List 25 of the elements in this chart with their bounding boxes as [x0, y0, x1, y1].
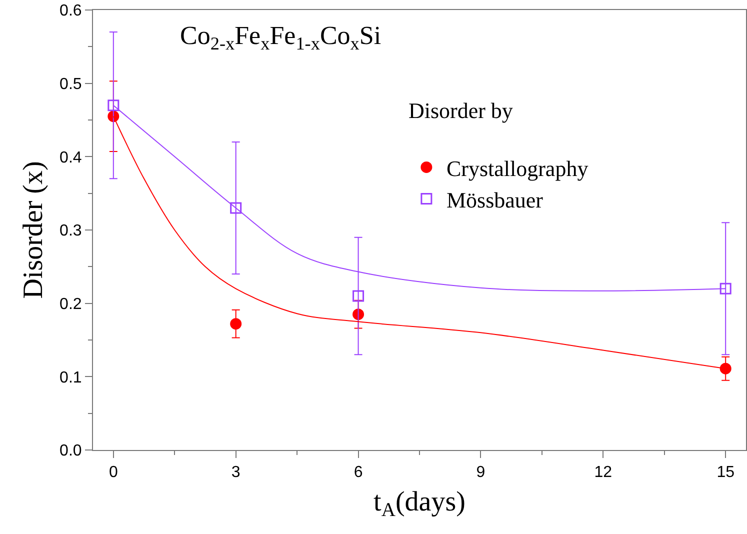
- text: Co$_{2-x}$Fe$_{x}$Fe$_{1-x}$Co$_{x}$Si: [180, 21, 382, 54]
- y-axis-title: Disorder (x): [18, 161, 50, 299]
- y-tick-label: 0.5: [60, 76, 82, 93]
- x-tick-label: 6: [354, 464, 363, 482]
- point: [720, 362, 732, 374]
- x-tick-label: 15: [716, 464, 735, 482]
- x-tick-label: 3: [231, 464, 240, 482]
- x-tick-label: 9: [476, 464, 486, 482]
- x-tick-label: 0: [108, 464, 118, 482]
- point: [352, 290, 364, 302]
- y-tick-label: 0.1: [60, 369, 82, 386]
- legend-title: Disorder by: [408, 98, 513, 123]
- y-tick-label: 0.2: [60, 296, 82, 313]
- legend-label: Crystallography: [446, 156, 588, 181]
- y-tick-label: 0.3: [60, 222, 82, 240]
- point: [230, 202, 242, 214]
- y-tick-label: 0.6: [60, 2, 82, 20]
- x-tick-label: 12: [594, 464, 612, 482]
- y-tick-label: 0.0: [60, 442, 82, 460]
- y-tick-label: 0.4: [60, 149, 82, 166]
- point: [720, 282, 732, 294]
- point: [230, 318, 242, 330]
- legend-label: Mössbauer: [446, 187, 544, 212]
- point: [108, 100, 120, 112]
- x-axis-title: t$_{A}$(days): [374, 486, 466, 522]
